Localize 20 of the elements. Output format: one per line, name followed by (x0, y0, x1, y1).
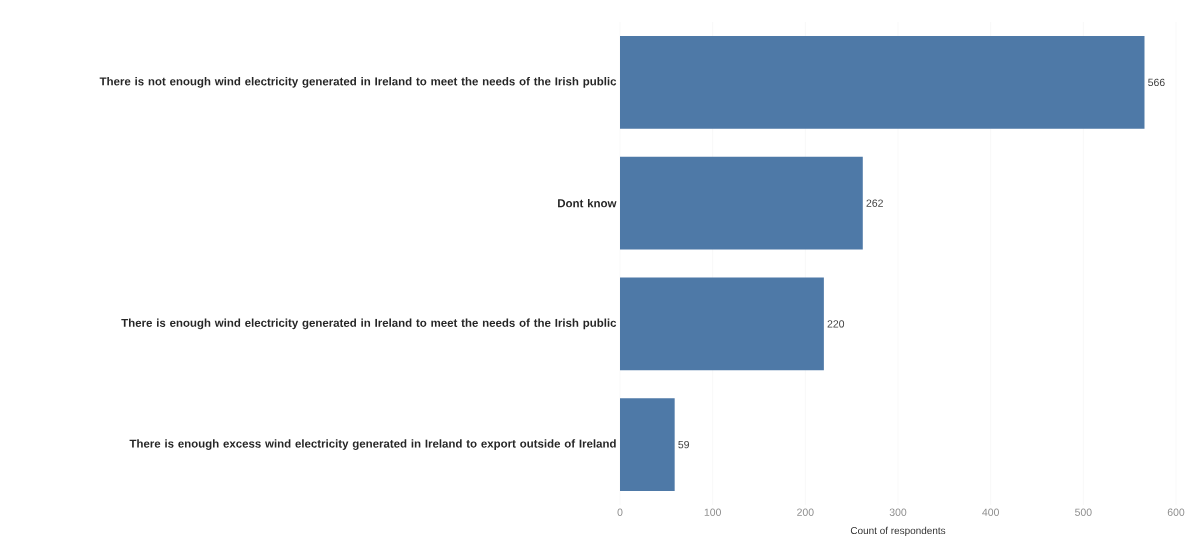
x-tick-label: 0 (617, 508, 623, 516)
data-label: 220 (827, 320, 845, 328)
x-tick-label: 300 (889, 508, 907, 516)
x-tick-label: 600 (1167, 508, 1185, 516)
bar (620, 277, 824, 371)
y-tick-label: There is not enough wind electricity generated in Ireland to meet the needs of the Irish public (99, 77, 617, 88)
bar (620, 156, 863, 250)
data-label: 566 (1148, 78, 1165, 87)
bar (620, 35, 1145, 129)
data-label: 262 (866, 199, 883, 207)
y-tick-label: There is enough wind electricity generated in Ireland to meet the needs of the Irish public (121, 318, 617, 330)
x-tick-label: 100 (704, 508, 721, 516)
x-tick-label: 200 (797, 508, 814, 516)
y-tick-label: Dont know (558, 198, 617, 208)
x-tick-label: 500 (1075, 508, 1092, 516)
x-tick-label: 400 (982, 508, 999, 516)
y-tick-label: There is enough excess wind electricity generated in Ireland to export outside of Ireland (129, 439, 616, 450)
bar (620, 398, 675, 492)
data-label: 59 (678, 440, 689, 449)
x-axis-title: Count of respondents (850, 526, 946, 537)
